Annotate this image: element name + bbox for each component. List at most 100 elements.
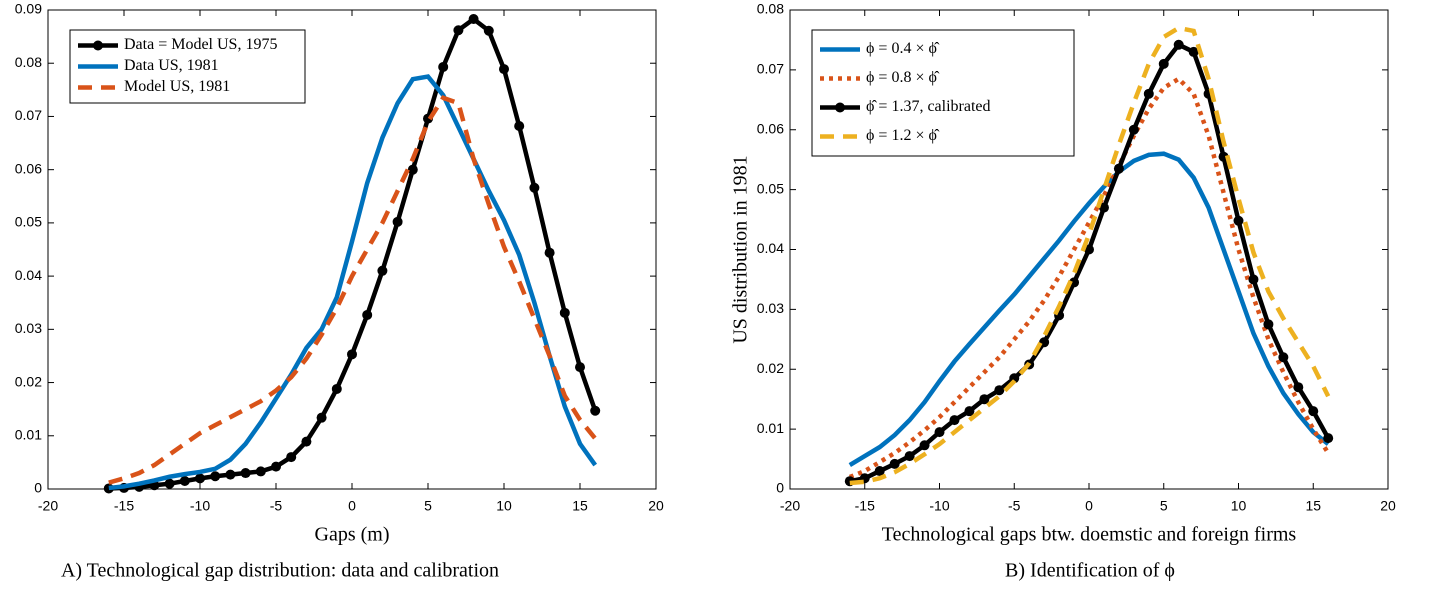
- caption: B) Identification of ϕ: [1005, 560, 1175, 582]
- series-marker: [1323, 433, 1334, 444]
- series-marker: [874, 466, 885, 477]
- legend-label: ϕ = 1.2 × ϕ̂: [866, 127, 940, 144]
- series-marker: [919, 440, 930, 451]
- series-marker: [195, 473, 205, 484]
- series-marker: [1158, 58, 1169, 69]
- series-marker: [1173, 39, 1184, 50]
- y-tick-label: 0.08: [15, 54, 42, 70]
- x-tick-label: -20: [38, 498, 58, 514]
- series-marker: [407, 164, 418, 175]
- series-marker: [934, 427, 945, 438]
- legend-marker: [93, 40, 103, 51]
- series-marker: [1143, 88, 1154, 99]
- x-axis-label: Technological gaps btw. doemstic and for…: [882, 524, 1297, 546]
- series-marker: [1128, 124, 1139, 135]
- series-marker: [483, 25, 494, 36]
- x-tick-label: 20: [1380, 498, 1396, 514]
- series-marker: [575, 362, 585, 373]
- x-tick-label: 0: [1085, 498, 1093, 514]
- series-marker: [362, 309, 373, 320]
- series-marker: [179, 476, 190, 487]
- series-marker: [1308, 406, 1319, 417]
- y-tick-label: 0.09: [15, 1, 42, 17]
- y-tick-label: 0.04: [757, 240, 784, 256]
- series-marker: [1233, 215, 1244, 226]
- series-marker: [286, 452, 297, 463]
- series-marker: [164, 478, 175, 489]
- series-marker: [559, 307, 570, 318]
- y-tick-label: 0.05: [757, 180, 784, 196]
- x-tick-label: -5: [270, 498, 283, 514]
- y-tick-label: 0.08: [757, 1, 784, 17]
- series-marker: [453, 25, 464, 36]
- series-marker: [590, 405, 601, 416]
- plot-frame: [789, 9, 1389, 490]
- y-tick-label: 0.04: [15, 267, 42, 283]
- legend-label: ϕ = 0.8 × ϕ̂: [866, 69, 940, 86]
- y-tick-label: 0.07: [757, 61, 784, 77]
- x-tick-label: 10: [496, 498, 512, 514]
- series-marker: [392, 216, 403, 227]
- series-marker: [1263, 319, 1274, 330]
- x-tick-label: 20: [648, 498, 664, 514]
- series-marker: [468, 14, 479, 25]
- series-marker: [1293, 382, 1304, 393]
- caption: A) Technological gap distribution: data …: [61, 560, 499, 582]
- y-tick-label: 0.02: [757, 360, 784, 376]
- y-tick-label: 0: [34, 480, 42, 496]
- x-tick-label: 15: [572, 498, 588, 514]
- y-tick-label: 0.06: [757, 120, 784, 136]
- series-line: [108, 74, 598, 491]
- series-marker: [255, 466, 266, 477]
- x-tick-label: -20: [780, 498, 800, 514]
- y-tick-label: 0.06: [15, 160, 42, 176]
- series-marker: [316, 412, 327, 423]
- x-tick-label: 10: [1231, 498, 1247, 514]
- y-tick-label: 0.01: [15, 426, 42, 442]
- series-marker: [301, 436, 312, 447]
- y-tick-label: 0.01: [757, 420, 784, 436]
- legend-label: Model US, 1981: [124, 78, 230, 95]
- series-marker: [1188, 46, 1199, 57]
- series-marker: [331, 383, 342, 394]
- x-tick-label: 15: [1305, 498, 1321, 514]
- series-marker: [438, 61, 449, 72]
- x-axis-label: Gaps (m): [315, 524, 390, 546]
- series-marker: [514, 121, 525, 132]
- series-marker: [994, 385, 1005, 396]
- legend-label: Data US, 1981: [124, 57, 219, 74]
- series-marker: [1278, 352, 1289, 363]
- y-tick-label: 0.05: [15, 214, 42, 230]
- x-tick-label: -5: [1008, 498, 1021, 514]
- x-tick-label: 5: [1160, 498, 1168, 514]
- x-tick-label: 5: [424, 498, 432, 514]
- series-marker: [889, 458, 900, 469]
- series-marker: [1248, 274, 1259, 285]
- x-tick-label: -10: [190, 498, 210, 514]
- x-tick-label: -15: [114, 498, 134, 514]
- legend-label: ϕ̂ = 1.37, calibrated: [866, 98, 991, 115]
- x-tick-label: 0: [348, 498, 356, 514]
- plot-frame: [47, 9, 657, 490]
- series-marker: [347, 349, 357, 360]
- x-tick-label: -15: [855, 498, 875, 514]
- series-marker: [529, 182, 540, 193]
- series-marker: [225, 469, 236, 480]
- series-marker: [964, 406, 975, 417]
- series-marker: [210, 471, 221, 482]
- series-marker: [979, 394, 990, 405]
- series-marker: [499, 64, 509, 75]
- legend-label: Data = Model US, 1975: [124, 36, 277, 53]
- legend-marker: [835, 102, 845, 113]
- series-line: [108, 95, 597, 485]
- series-marker: [1113, 163, 1124, 174]
- series-marker: [949, 415, 960, 426]
- series-line: [848, 151, 1330, 467]
- y-tick-label: 0.03: [15, 320, 42, 336]
- y-tick-label: 0.07: [15, 107, 42, 123]
- series-marker: [377, 265, 388, 276]
- y-axis-label: US distribution in 1981: [730, 155, 752, 343]
- y-tick-label: 0.03: [757, 300, 784, 316]
- series-marker: [1069, 277, 1080, 288]
